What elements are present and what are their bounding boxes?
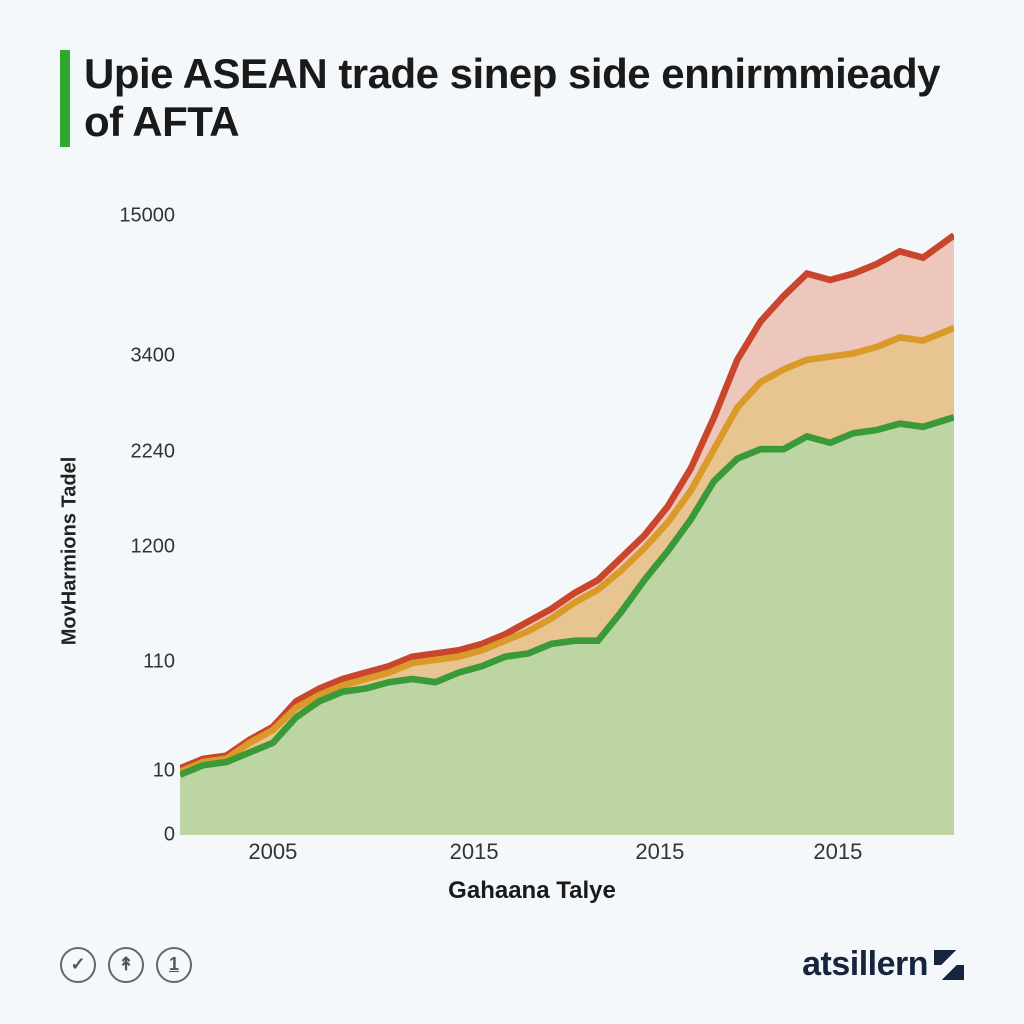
x-tick-label: 2015 [450, 839, 499, 865]
y-tick-label: 110 [100, 651, 175, 674]
y-axis-label: MovHarmions Tadel [59, 457, 82, 646]
y-tick-label: 0 [100, 823, 175, 846]
y-tick-label: 15000 [100, 204, 175, 227]
brand-label: atsillern [802, 945, 964, 984]
footer-bar: ✓ ↟ 1 atsillern [60, 945, 964, 984]
footer-icons: ✓ ↟ 1 [60, 947, 192, 983]
chart-svg [180, 197, 954, 835]
chart-area: MovHarmions Tadel Gahaana Talye 01011012… [100, 197, 964, 905]
y-tick-label: 2240 [100, 440, 175, 463]
x-tick-label: 2015 [813, 839, 862, 865]
info-icon[interactable]: 1 [156, 947, 192, 983]
x-tick-label: 2005 [248, 839, 297, 865]
y-tick-label: 3400 [100, 345, 175, 368]
brand-logo-icon [934, 950, 964, 980]
x-axis-label: Gahaana Talye [448, 877, 616, 905]
share-icon[interactable]: ↟ [108, 947, 144, 983]
y-tick-label: 1200 [100, 536, 175, 559]
chart-title: Upie ASEAN trade sinep side ennirmmieady… [84, 50, 964, 147]
x-tick-label: 2015 [635, 839, 684, 865]
title-accent-bar [60, 50, 70, 147]
brand-text: atsillern [802, 945, 928, 984]
chart-title-block: Upie ASEAN trade sinep side ennirmmieady… [60, 50, 964, 147]
plot-region [180, 197, 954, 835]
check-icon[interactable]: ✓ [60, 947, 96, 983]
y-tick-label: 10 [100, 759, 175, 782]
